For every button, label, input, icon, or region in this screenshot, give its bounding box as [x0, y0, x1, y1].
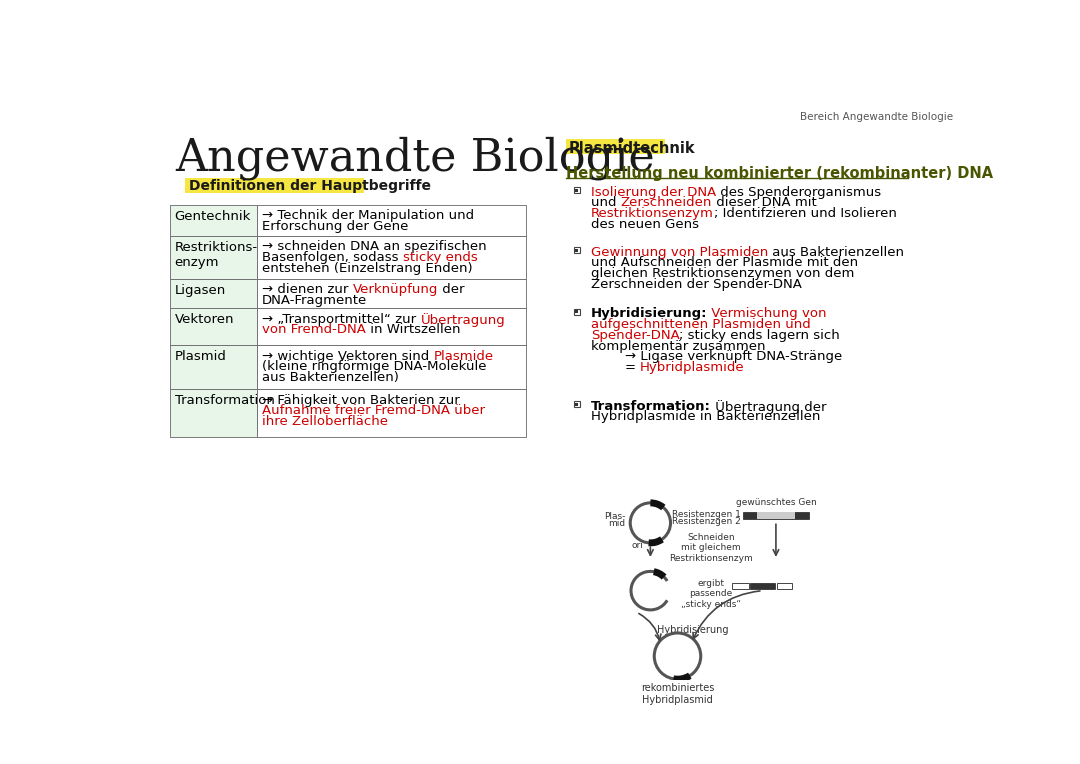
- Text: Gewinnung von Plasmiden: Gewinnung von Plasmiden: [591, 246, 768, 259]
- Bar: [573, 401, 580, 407]
- Text: des Spenderorganismus: des Spenderorganismus: [716, 186, 881, 199]
- Text: Resistenzgen 2: Resistenzgen 2: [672, 516, 741, 526]
- Text: Plasmid: Plasmid: [175, 351, 227, 364]
- Text: Hybridisierung:: Hybridisierung:: [591, 307, 707, 320]
- Bar: [732, 583, 748, 589]
- Text: aufgeschnittenen Plasmiden und: aufgeschnittenen Plasmiden und: [591, 318, 810, 331]
- Text: → schneiden DNA an spezifischen: → schneiden DNA an spezifischen: [262, 241, 487, 254]
- Text: und Aufschneiden der Plasmide mit den: und Aufschneiden der Plasmide mit den: [591, 257, 858, 270]
- Text: Gentechnik: Gentechnik: [175, 210, 251, 223]
- FancyBboxPatch shape: [170, 389, 257, 437]
- Text: Plas-: Plas-: [604, 512, 625, 521]
- FancyBboxPatch shape: [566, 139, 665, 154]
- Text: → „Transportmittel“ zur: → „Transportmittel“ zur: [262, 312, 420, 325]
- Text: ergibt
passende
„sticky ends“: ergibt passende „sticky ends“: [680, 579, 741, 609]
- Text: Hybridplasmide: Hybridplasmide: [640, 361, 744, 374]
- Text: dieser DNA mit: dieser DNA mit: [712, 196, 816, 209]
- Text: ; sticky ends lagern sich: ; sticky ends lagern sich: [679, 329, 840, 342]
- Text: Vermischung von: Vermischung von: [707, 307, 826, 320]
- Text: von Fremd-DNA: von Fremd-DNA: [262, 323, 366, 336]
- Bar: [573, 309, 580, 315]
- Text: → Fähigkeit von Bakterien zur: → Fähigkeit von Bakterien zur: [262, 393, 460, 406]
- FancyBboxPatch shape: [257, 279, 526, 308]
- Text: Erforschung der Gene: Erforschung der Gene: [262, 220, 408, 233]
- Text: Restriktionsenzym: Restriktionsenzym: [591, 207, 714, 220]
- Text: ; Identifzieren und Isolieren: ; Identifzieren und Isolieren: [714, 207, 896, 220]
- Text: entstehen (Einzelstrang Enden): entstehen (Einzelstrang Enden): [262, 262, 473, 275]
- FancyBboxPatch shape: [257, 389, 526, 437]
- Bar: [573, 248, 580, 254]
- FancyBboxPatch shape: [186, 178, 364, 193]
- Text: aus Bakterienzellen): aus Bakterienzellen): [262, 371, 399, 384]
- FancyBboxPatch shape: [257, 205, 526, 235]
- Bar: [757, 512, 795, 519]
- Text: gewünschtes Gen: gewünschtes Gen: [735, 498, 816, 507]
- Text: Resistenzgen 1: Resistenzgen 1: [672, 510, 741, 519]
- Text: Definitionen der Hauptbegriffe: Definitionen der Hauptbegriffe: [189, 180, 431, 193]
- FancyBboxPatch shape: [170, 235, 257, 279]
- Text: → wichtige Vektoren sind: → wichtige Vektoren sind: [262, 350, 433, 363]
- Text: Übertragung der: Übertragung der: [711, 400, 826, 413]
- Text: =: =: [591, 361, 640, 374]
- Bar: [573, 187, 580, 193]
- Text: (kleine ringförmige DNA-Moleküle: (kleine ringförmige DNA-Moleküle: [262, 361, 487, 374]
- Text: Bereich Angewandte Biologie: Bereich Angewandte Biologie: [799, 112, 953, 121]
- FancyBboxPatch shape: [257, 235, 526, 279]
- FancyBboxPatch shape: [170, 345, 257, 389]
- Text: Restriktions-
enzym: Restriktions- enzym: [175, 241, 258, 269]
- Text: und: und: [591, 196, 620, 209]
- Text: Herstellung neu kombinierter (rekombinanter) DNA: Herstellung neu kombinierter (rekombinan…: [566, 166, 993, 180]
- Bar: [777, 583, 793, 589]
- Text: Aufnahme freier Fremd-DNA über: Aufnahme freier Fremd-DNA über: [262, 404, 485, 417]
- Text: Zerschneiden: Zerschneiden: [620, 196, 712, 209]
- Text: Hybridplasmide in Bakterienzellen: Hybridplasmide in Bakterienzellen: [591, 410, 820, 423]
- FancyBboxPatch shape: [170, 205, 257, 235]
- FancyBboxPatch shape: [257, 308, 526, 345]
- Text: aus Bakterienzellen: aus Bakterienzellen: [768, 246, 904, 259]
- Text: Übertragung: Übertragung: [420, 312, 505, 327]
- FancyBboxPatch shape: [170, 279, 257, 308]
- Text: Plasmidtechnik: Plasmidtechnik: [569, 141, 696, 156]
- Text: rekombiniertes
Hybridplasmid: rekombiniertes Hybridplasmid: [640, 683, 714, 704]
- Text: in Wirtszellen: in Wirtszellen: [366, 323, 460, 336]
- Text: Schneiden
mit gleichem
Restriktionsenzym: Schneiden mit gleichem Restriktionsenzym: [669, 533, 753, 563]
- Text: Spender-DNA: Spender-DNA: [591, 329, 679, 342]
- Bar: [743, 512, 809, 519]
- Text: Verknüpfung: Verknüpfung: [353, 283, 438, 296]
- Text: DNA-Fragmente: DNA-Fragmente: [262, 294, 367, 307]
- Text: Isolierung der DNA: Isolierung der DNA: [591, 186, 716, 199]
- Text: sticky ends: sticky ends: [403, 251, 477, 264]
- Bar: [751, 583, 775, 589]
- Text: mid: mid: [608, 519, 625, 528]
- Text: Plasmide: Plasmide: [433, 350, 494, 363]
- FancyBboxPatch shape: [170, 308, 257, 345]
- Text: ihre Zelloberfläche: ihre Zelloberfläche: [262, 415, 388, 428]
- Text: → Technik der Manipulation und: → Technik der Manipulation und: [262, 209, 474, 222]
- Text: Basenfolgen, sodass: Basenfolgen, sodass: [262, 251, 403, 264]
- Text: Transformation:: Transformation:: [591, 400, 711, 413]
- Text: ori: ori: [631, 541, 643, 549]
- Text: Angewandte Biologie: Angewandte Biologie: [175, 136, 656, 180]
- Text: Zerschneiden der Spender-DNA: Zerschneiden der Spender-DNA: [591, 278, 801, 291]
- Text: des neuen Gens: des neuen Gens: [591, 218, 699, 231]
- FancyBboxPatch shape: [257, 345, 526, 389]
- Text: Hybridisierung: Hybridisierung: [658, 625, 729, 636]
- Text: gleichen Restriktionsenzymen von dem: gleichen Restriktionsenzymen von dem: [591, 267, 854, 280]
- Text: Vektoren: Vektoren: [175, 313, 234, 326]
- Text: Ligasen: Ligasen: [175, 284, 226, 297]
- Bar: [576, 249, 578, 252]
- Bar: [576, 189, 578, 192]
- Text: der: der: [438, 283, 464, 296]
- Bar: [576, 403, 578, 406]
- Bar: [576, 310, 578, 313]
- Text: Transformation: Transformation: [175, 394, 274, 407]
- Text: komplementär zusammen: komplementär zusammen: [591, 340, 766, 353]
- Text: → Ligase verknüpft DNA-Stränge: → Ligase verknüpft DNA-Stränge: [591, 351, 842, 364]
- Text: → dienen zur: → dienen zur: [262, 283, 353, 296]
